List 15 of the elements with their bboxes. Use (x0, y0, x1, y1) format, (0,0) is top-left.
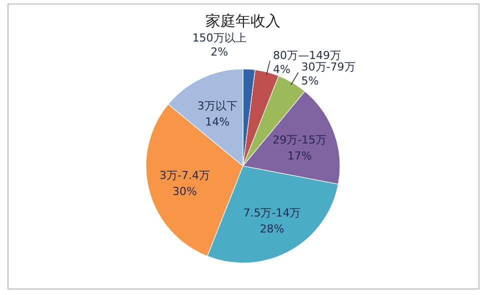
slice-label: 80万—149万 (273, 48, 342, 62)
slice-label: 150万以上 (192, 32, 246, 45)
slice-label: 30万-79万 (301, 60, 356, 74)
slice-label: 3万以下 (197, 100, 238, 113)
data-label: 4% (273, 62, 290, 76)
slice-label: 7.5万-14万 (243, 206, 301, 220)
data-label: 17% (287, 150, 312, 163)
chart-title: 家庭年收入 (206, 12, 280, 30)
data-label: 2% (210, 46, 228, 59)
slice-label: 29万-15万 (272, 134, 327, 147)
data-label: 30% (172, 184, 197, 198)
data-label: 14% (205, 116, 230, 129)
data-label: 5% (301, 74, 319, 88)
slice-label: 3万-7.4万 (160, 168, 210, 182)
data-label: 28% (260, 222, 284, 236)
